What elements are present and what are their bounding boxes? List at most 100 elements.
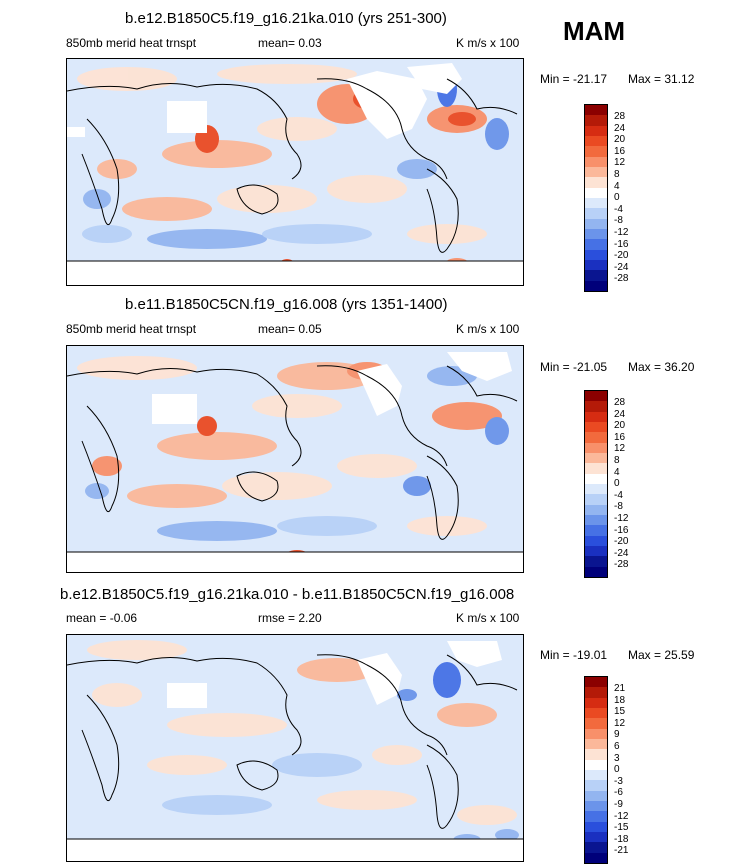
panel-3-min-label: Min = -19.01 bbox=[540, 648, 608, 662]
colorbar-tick-label: 24 bbox=[614, 122, 626, 134]
colorbar-tick-label: -8 bbox=[614, 501, 623, 513]
panel-2-max-label: Max = 36.20 bbox=[628, 360, 695, 374]
colorbar-swatch bbox=[585, 473, 607, 484]
colorbar-swatch bbox=[585, 421, 607, 433]
colorbar-tick-label: -16 bbox=[614, 524, 629, 536]
panel-3-max-label: Max = 25.59 bbox=[628, 648, 695, 662]
colorbar-swatch bbox=[585, 259, 607, 271]
colorbar-tick-label: 12 bbox=[614, 157, 626, 169]
colorbar-swatch bbox=[585, 135, 607, 147]
colorbar-tick-label: -12 bbox=[614, 513, 629, 524]
colorbar-tick-label: -28 bbox=[614, 559, 629, 571]
colorbar-tick-label: -8 bbox=[614, 215, 623, 227]
colorbar-swatch bbox=[585, 391, 607, 402]
colorbar-tick-label: -12 bbox=[614, 810, 629, 822]
colorbar-swatch bbox=[585, 821, 607, 832]
colorbar-tick-label: -21 bbox=[614, 845, 629, 857]
colorbar-swatch bbox=[585, 545, 607, 557]
panel-3-colorbar bbox=[584, 676, 608, 864]
colorbar-tick-label: -18 bbox=[614, 833, 629, 845]
colorbar-swatch bbox=[585, 697, 607, 708]
colorbar-swatch bbox=[585, 280, 607, 291]
colorbar-tick-label: 8 bbox=[614, 169, 620, 180]
colorbar-tick-label: -12 bbox=[614, 227, 629, 238]
colorbar-swatch bbox=[585, 105, 607, 116]
colorbar-swatch bbox=[585, 707, 607, 719]
colorbar-swatch bbox=[585, 852, 607, 863]
colorbar-tick-label: -20 bbox=[614, 250, 629, 262]
colorbar-swatch bbox=[585, 728, 607, 739]
colorbar-swatch bbox=[585, 514, 607, 526]
colorbar-swatch bbox=[585, 115, 607, 126]
colorbar-tick-label: 16 bbox=[614, 431, 626, 443]
colorbar-swatch bbox=[585, 780, 607, 791]
colorbar-tick-label: 0 bbox=[614, 192, 620, 204]
panel-3-map bbox=[66, 634, 524, 862]
colorbar-swatch bbox=[585, 166, 607, 178]
colorbar-tick-label: 12 bbox=[614, 717, 626, 729]
colorbar-swatch bbox=[585, 842, 607, 853]
colorbar-swatch bbox=[585, 535, 607, 546]
colorbar-tick-label: -4 bbox=[614, 203, 623, 215]
panel-2-colorbar bbox=[584, 390, 608, 578]
colorbar-swatch bbox=[585, 566, 607, 577]
colorbar-tick-label: 21 bbox=[614, 683, 626, 694]
colorbar-tick-label: 20 bbox=[614, 420, 626, 432]
panel-1-colorbar bbox=[584, 104, 608, 292]
colorbar-tick-label: 20 bbox=[614, 134, 626, 146]
panel-3-units-label: K m/s x 100 bbox=[456, 611, 520, 625]
season-label: MAM bbox=[563, 16, 626, 46]
colorbar-swatch bbox=[585, 411, 607, 422]
colorbar-swatch bbox=[585, 187, 607, 198]
colorbar-swatch bbox=[585, 208, 607, 219]
colorbar-tick-label: -3 bbox=[614, 775, 623, 787]
panel-1-min-label: Min = -21.17 bbox=[540, 72, 608, 86]
colorbar-swatch bbox=[585, 718, 607, 729]
colorbar-swatch bbox=[585, 270, 607, 281]
panel-1-map bbox=[66, 58, 524, 286]
colorbar-swatch bbox=[585, 800, 607, 812]
colorbar-tick-label: -24 bbox=[614, 547, 629, 559]
colorbar-swatch bbox=[585, 401, 607, 412]
panel-2-units-label: K m/s x 100 bbox=[456, 322, 520, 336]
colorbar-tick-label: 18 bbox=[614, 694, 626, 706]
panel-2-min-label: Min = -21.05 bbox=[540, 360, 608, 374]
panel-2-variable-label: 850mb merid heat trnspt bbox=[66, 322, 197, 336]
colorbar-tick-label: -15 bbox=[614, 822, 629, 834]
colorbar-swatch bbox=[585, 177, 607, 188]
colorbar-tick-label: 15 bbox=[614, 706, 626, 718]
colorbar-swatch bbox=[585, 239, 607, 250]
colorbar-swatch bbox=[585, 442, 607, 453]
colorbar-tick-label: 6 bbox=[614, 741, 620, 752]
colorbar-swatch bbox=[585, 125, 607, 136]
colorbar-tick-label: 8 bbox=[614, 455, 620, 466]
colorbar-tick-label: 28 bbox=[614, 111, 626, 122]
colorbar-tick-label: -28 bbox=[614, 273, 629, 285]
colorbar-tick-label: 24 bbox=[614, 408, 626, 420]
colorbar-swatch bbox=[585, 759, 607, 770]
colorbar-swatch bbox=[585, 525, 607, 536]
colorbar-tick-label: -24 bbox=[614, 261, 629, 273]
colorbar-swatch bbox=[585, 790, 607, 801]
colorbar-tick-label: 3 bbox=[614, 752, 620, 764]
colorbar-tick-label: 16 bbox=[614, 145, 626, 157]
colorbar-swatch bbox=[585, 738, 607, 750]
colorbar-tick-label: 4 bbox=[614, 466, 620, 478]
colorbar-swatch bbox=[585, 769, 607, 781]
colorbar-tick-label: -20 bbox=[614, 536, 629, 548]
colorbar-tick-label: -6 bbox=[614, 787, 623, 799]
colorbar-swatch bbox=[585, 218, 607, 229]
panel-1-mean-label: mean= 0.03 bbox=[258, 36, 322, 50]
panel-1-variable-label: 850mb merid heat trnspt bbox=[66, 36, 197, 50]
colorbar-swatch bbox=[585, 228, 607, 240]
colorbar-swatch bbox=[585, 494, 607, 505]
colorbar-swatch bbox=[585, 556, 607, 567]
colorbar-tick-label: -16 bbox=[614, 238, 629, 250]
colorbar-swatch bbox=[585, 432, 607, 443]
colorbar-tick-label: 28 bbox=[614, 397, 626, 408]
colorbar-tick-label: 0 bbox=[614, 478, 620, 490]
colorbar-swatch bbox=[585, 249, 607, 260]
panel-3-title: b.e12.B1850C5.f19_g16.21ka.010 - b.e11.B… bbox=[60, 586, 515, 603]
panel-1-max-label: Max = 31.12 bbox=[628, 72, 695, 86]
colorbar-tick-label: 9 bbox=[614, 729, 620, 741]
